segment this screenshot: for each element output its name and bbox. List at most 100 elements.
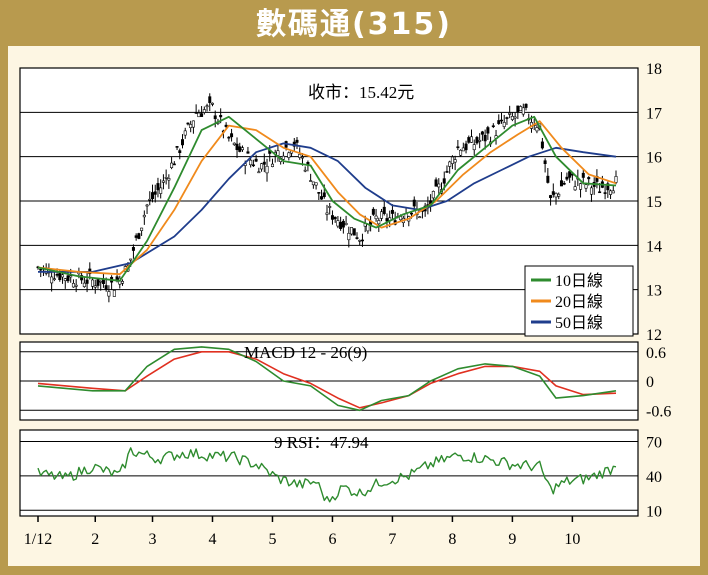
- candle-body: [107, 291, 111, 297]
- candle-body: [549, 195, 553, 199]
- candle-body: [181, 139, 185, 146]
- plot-area-3: [19, 429, 639, 517]
- candle-body: [129, 258, 133, 261]
- candle-body: [112, 290, 116, 297]
- candle-body: [281, 155, 285, 160]
- candle-body: [172, 163, 176, 166]
- x-tick-label: 4: [208, 531, 216, 548]
- candle-body: [74, 284, 78, 287]
- candle-body: [170, 162, 174, 168]
- x-tick-label: 10: [564, 531, 580, 548]
- candle-body: [508, 112, 512, 115]
- candle-body: [554, 192, 558, 198]
- macd-line: [37, 346, 617, 412]
- candle-body: [311, 181, 315, 186]
- candle-body: [148, 198, 152, 201]
- candle-body: [238, 146, 242, 152]
- candle-body: [265, 165, 269, 174]
- candle-body: [205, 105, 209, 108]
- x-tick-label: 6: [328, 531, 336, 548]
- candle-body: [497, 120, 501, 124]
- candle-body: [358, 239, 362, 242]
- candle-body: [469, 136, 473, 143]
- macd-title: MACD 12 - 26(9): [244, 343, 367, 362]
- rsi-tick-label: 40: [646, 469, 662, 486]
- candle-body: [339, 221, 343, 229]
- candle-body: [202, 109, 206, 113]
- candle-body: [355, 237, 359, 239]
- candle-body: [499, 119, 503, 122]
- candle-body: [175, 146, 179, 148]
- chart-svg: 12 13 14 15 16 17 18 收市：15.42元 10日線 20日線 50日線 0.6 0 -…: [19, 61, 671, 548]
- rsi-tick-label: 10: [646, 503, 662, 520]
- candle-body: [161, 180, 165, 183]
- candle-body: [235, 143, 239, 150]
- candle-body: [519, 106, 523, 112]
- chart-panel: 12 13 14 15 16 17 18 收市：15.42元 10日線 20日線 50日線 0.6 0 -…: [8, 46, 700, 566]
- candle-body: [540, 141, 544, 149]
- candle-body: [609, 190, 613, 195]
- close-price-annotation: 收市：15.42元: [308, 83, 414, 102]
- candle-body: [99, 280, 103, 283]
- rsi-tick-label: 70: [646, 434, 662, 451]
- candle-body: [521, 107, 525, 115]
- candle-body: [450, 156, 454, 164]
- candle-body: [589, 187, 593, 195]
- macd-tick-label: 0.6: [646, 345, 666, 362]
- candle-body: [325, 212, 329, 215]
- legend-label: 20日線: [555, 293, 603, 311]
- candle-body: [330, 215, 334, 220]
- candle-body: [178, 150, 182, 154]
- candle-body: [69, 275, 73, 278]
- candle-body: [200, 113, 204, 117]
- candle-body: [483, 134, 487, 142]
- candle-body: [300, 156, 304, 159]
- candle-body: [287, 152, 291, 158]
- candle-body: [502, 122, 506, 127]
- candle-body: [208, 96, 212, 103]
- candle-body: [390, 209, 394, 214]
- candle-body: [232, 142, 236, 145]
- candle-body: [461, 147, 465, 152]
- candle-body: [472, 144, 476, 151]
- candle-body: [52, 278, 56, 281]
- candle-body: [611, 190, 615, 194]
- candle-body: [453, 159, 457, 163]
- candle-body: [336, 220, 340, 227]
- candle-body: [151, 192, 155, 199]
- candle-body: [320, 196, 324, 200]
- candle-body: [194, 112, 198, 114]
- candle-body: [614, 176, 618, 183]
- price-tick-label: 14: [646, 238, 662, 255]
- candle-body: [535, 127, 539, 132]
- candle-body: [191, 120, 195, 128]
- candle-body: [437, 183, 441, 188]
- x-tick-label: 2: [91, 531, 99, 548]
- candle-body: [91, 279, 95, 287]
- candle-body: [85, 279, 89, 284]
- candle-body: [167, 178, 171, 181]
- candle-body: [309, 180, 313, 182]
- candle-body: [270, 163, 274, 167]
- candle-body: [328, 206, 332, 208]
- candle-body: [371, 208, 375, 215]
- price-tick-label: 12: [646, 327, 662, 344]
- candle-body: [464, 143, 468, 151]
- candle-body: [546, 175, 550, 183]
- candle-body: [603, 192, 607, 194]
- candle-body: [314, 182, 318, 186]
- candle-body: [350, 227, 354, 235]
- macd-signal-line: [37, 351, 617, 409]
- rsi-line: [37, 447, 617, 503]
- legend-label: 50日線: [555, 314, 603, 332]
- ma50-line: [38, 142, 617, 273]
- candle-body: [524, 103, 528, 108]
- chart-title: 數碼通(315): [255, 7, 453, 42]
- candle-body: [606, 183, 610, 191]
- candle-body: [262, 161, 266, 165]
- candle-body: [104, 285, 108, 290]
- candle-body: [510, 116, 514, 120]
- candle-body: [418, 216, 422, 219]
- candle-body: [445, 171, 449, 173]
- candle-body: [448, 161, 452, 167]
